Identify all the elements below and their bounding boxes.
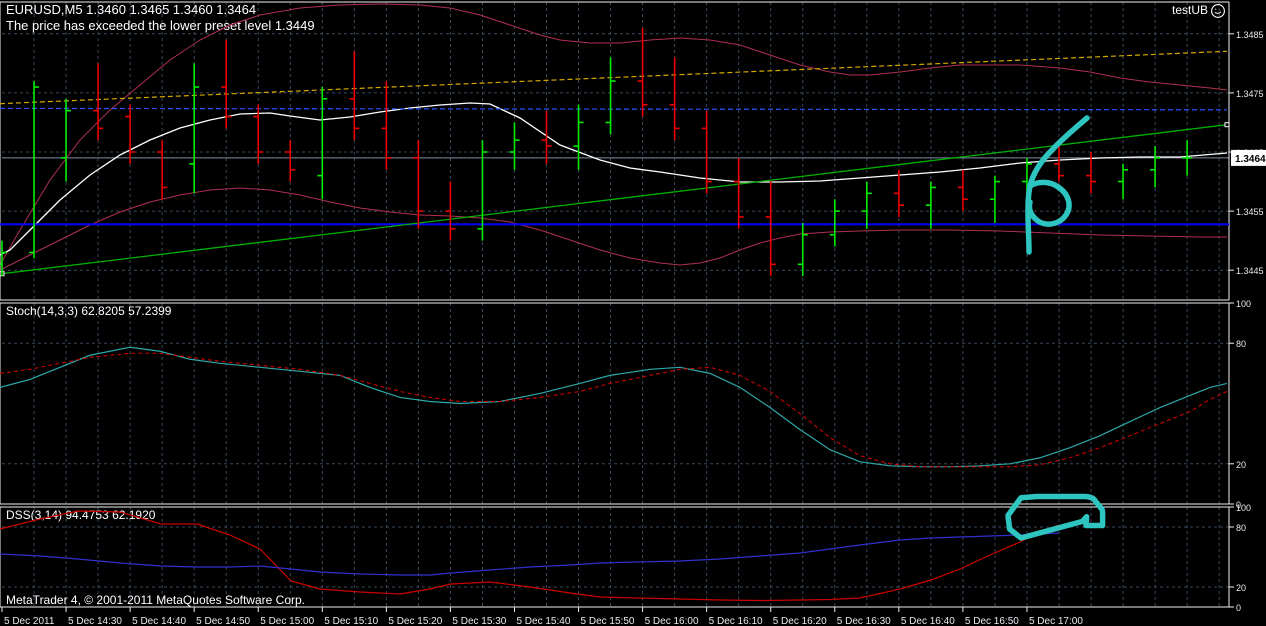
svg-text:5 Dec 16:50: 5 Dec 16:50: [965, 616, 1019, 626]
svg-text:5 Dec 16:20: 5 Dec 16:20: [773, 616, 827, 626]
svg-text:5 Dec 14:40: 5 Dec 14:40: [132, 616, 186, 626]
svg-text:5 Dec 16:10: 5 Dec 16:10: [709, 616, 763, 626]
svg-text:5 Dec 16:00: 5 Dec 16:00: [645, 616, 699, 626]
svg-text:Stoch(14,3,3) 62.8205 57.2399: Stoch(14,3,3) 62.8205 57.2399: [6, 304, 172, 318]
svg-text:5 Dec 15:00: 5 Dec 15:00: [260, 616, 314, 626]
svg-text:5 Dec 16:30: 5 Dec 16:30: [837, 616, 891, 626]
svg-text:DSS(3,14) 94.4753 62.1920: DSS(3,14) 94.4753 62.1920: [6, 508, 156, 522]
svg-text:100: 100: [1236, 299, 1251, 309]
svg-text:5 Dec 15:50: 5 Dec 15:50: [581, 616, 635, 626]
svg-text:5 Dec 2011: 5 Dec 2011: [4, 616, 55, 626]
svg-text:1.3445: 1.3445: [1236, 266, 1264, 276]
svg-text:1.3475: 1.3475: [1236, 89, 1264, 99]
svg-text:MetaTrader 4, © 2001-2011 Meta: MetaTrader 4, © 2001-2011 MetaQuotes Sof…: [6, 593, 305, 607]
svg-text:5 Dec 14:50: 5 Dec 14:50: [196, 616, 250, 626]
svg-text:100: 100: [1236, 503, 1251, 513]
svg-text:1.3464: 1.3464: [1235, 154, 1266, 165]
svg-text:The price has exceeded the low: The price has exceeded the lower preset …: [6, 18, 315, 33]
svg-text:0: 0: [1236, 603, 1241, 613]
svg-text:5 Dec 14:30: 5 Dec 14:30: [68, 616, 122, 626]
svg-text:1.3455: 1.3455: [1236, 207, 1264, 217]
svg-text:5 Dec 17:00: 5 Dec 17:00: [1029, 616, 1083, 626]
svg-text:80: 80: [1236, 523, 1246, 533]
svg-text:20: 20: [1236, 583, 1246, 593]
svg-text:5 Dec 16:40: 5 Dec 16:40: [901, 616, 955, 626]
svg-text:testUB: testUB: [1172, 3, 1208, 17]
svg-text:5 Dec 15:40: 5 Dec 15:40: [516, 616, 570, 626]
svg-text:80: 80: [1236, 339, 1246, 349]
svg-text:5 Dec 15:10: 5 Dec 15:10: [324, 616, 378, 626]
svg-text:1.3485: 1.3485: [1236, 30, 1264, 40]
svg-text:20: 20: [1236, 460, 1246, 470]
svg-text:5 Dec 15:30: 5 Dec 15:30: [452, 616, 506, 626]
svg-text:5 Dec 15:20: 5 Dec 15:20: [388, 616, 442, 626]
svg-text:EURUSD,M5 1.3460 1.3465 1.346: EURUSD,M5 1.3460 1.3465 1.3460 1.3464: [6, 2, 256, 17]
